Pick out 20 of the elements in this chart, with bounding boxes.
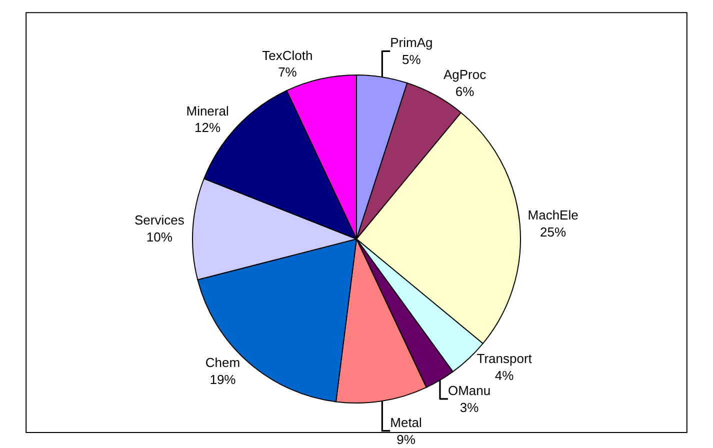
data-label: 7% <box>278 64 298 80</box>
slice-label: AgProc <box>443 67 487 82</box>
data-label: 10% <box>146 230 173 245</box>
slice-label: Transport <box>476 351 532 366</box>
slice-label: Mineral <box>186 103 229 118</box>
slice-label: Chem <box>205 355 240 370</box>
data-label: 25% <box>540 224 566 240</box>
data-label: 6% <box>455 84 475 99</box>
slice-label: OManu <box>448 382 491 398</box>
slice-label: PrimAg <box>390 35 433 50</box>
slice-label: MachEle <box>528 207 578 222</box>
data-label: 5% <box>402 52 422 68</box>
data-label: 9% <box>396 432 416 447</box>
data-label: 19% <box>210 372 236 387</box>
data-label: 4% <box>494 368 514 383</box>
data-label: 12% <box>194 120 221 136</box>
slice-label: Metal <box>390 414 422 430</box>
slice-label: Services <box>134 212 185 228</box>
data-label: 3% <box>460 400 480 415</box>
slice-label: TexCloth <box>262 48 313 63</box>
